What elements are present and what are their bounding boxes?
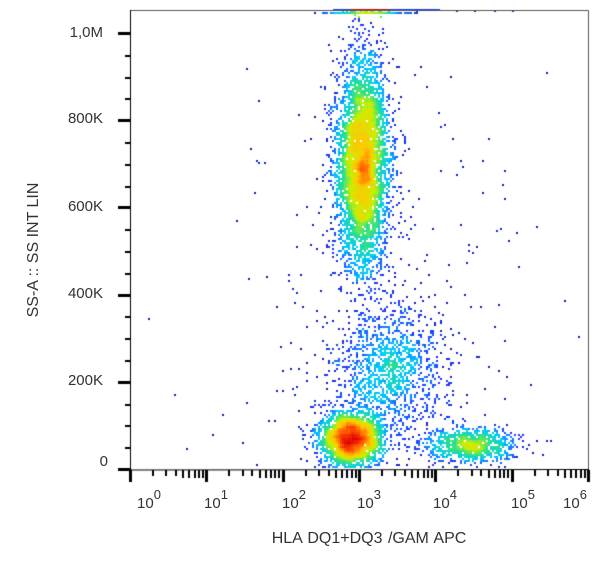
x-tick-label-10e2: 102 (282, 487, 306, 512)
x-tick-label-10e0: 100 (137, 487, 161, 512)
y-tick-label-600k: 600K (67, 198, 103, 215)
x-axis-title: HLA DQ1+DQ3 /GAM APC (271, 530, 467, 547)
y-tick-label-400k: 400K (67, 285, 103, 302)
x-tick-label-10e4: 104 (433, 487, 457, 512)
y-tick-label-800k: 800K (67, 110, 103, 127)
x-tick-label-10e6: 106 (563, 487, 587, 512)
x-tick-label-10e1: 101 (204, 487, 228, 512)
x-tick-label-10e3: 103 (357, 487, 381, 512)
y-axis-title: SS-A :: SS INT LIN (25, 182, 42, 318)
y-tick-label-200k: 200K (67, 372, 103, 389)
y-tick-label-0: 0 (99, 453, 108, 470)
y-tick-label-1m: 1,0M (69, 24, 103, 41)
x-tick-label-10e5: 105 (511, 487, 535, 512)
